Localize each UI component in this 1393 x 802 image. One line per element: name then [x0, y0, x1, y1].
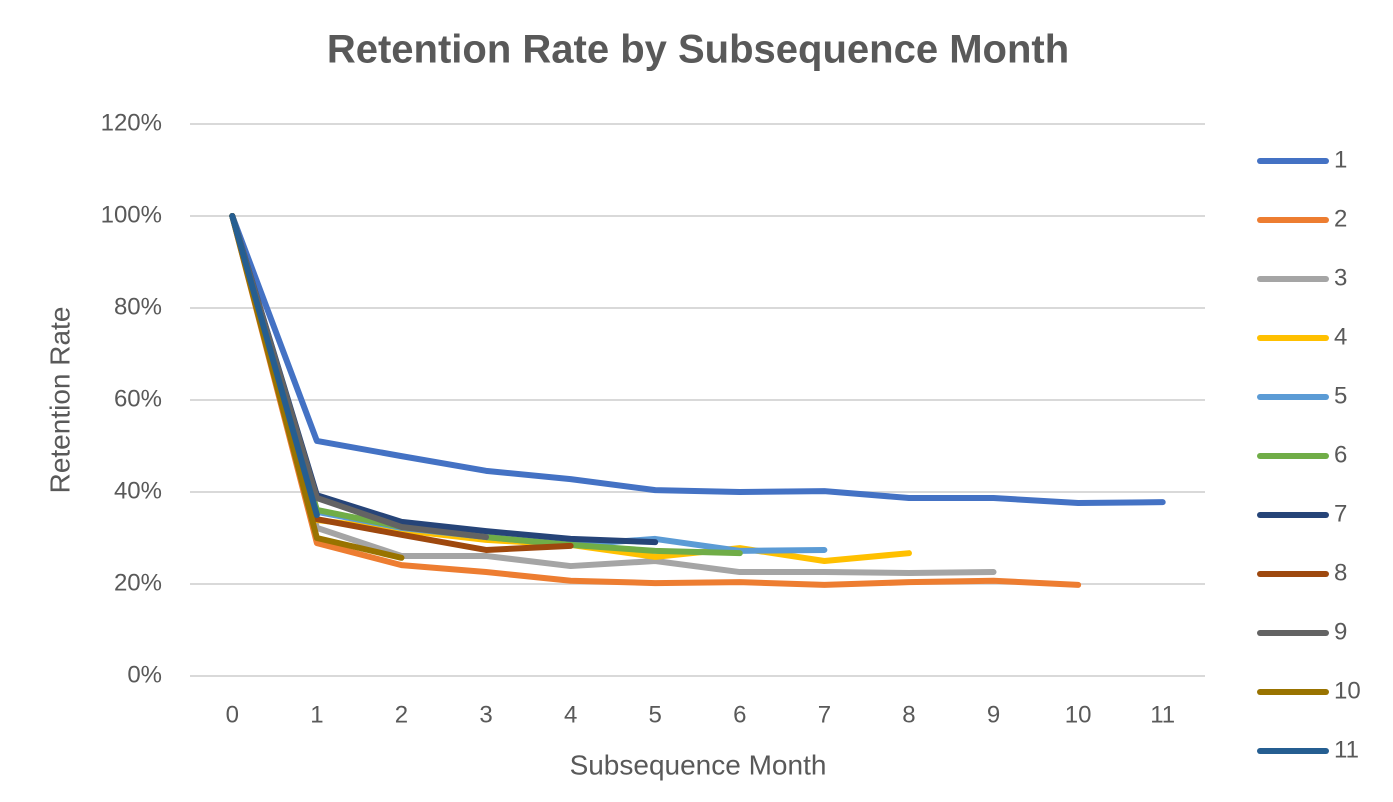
- legend-label: 8: [1334, 559, 1347, 586]
- series-line: [229, 213, 1166, 507]
- y-tick-label: 40%: [114, 477, 162, 504]
- y-tick-label: 20%: [114, 569, 162, 596]
- legend-label: 5: [1334, 382, 1347, 409]
- series-line: [229, 213, 1082, 588]
- legend-label: 4: [1334, 323, 1347, 350]
- x-tick-label: 9: [987, 701, 1000, 728]
- y-axis-title: Retention Rate: [44, 307, 75, 494]
- x-tick-label: 8: [902, 701, 915, 728]
- x-tick-label: 4: [564, 701, 577, 728]
- x-tick-label: 7: [818, 701, 831, 728]
- x-axis-title: Subsequence Month: [570, 749, 827, 780]
- legend-label: 2: [1334, 205, 1347, 232]
- legend-label: 6: [1334, 441, 1347, 468]
- legend-label: 3: [1334, 264, 1347, 291]
- y-tick-label: 120%: [101, 109, 162, 136]
- x-tick-label: 5: [649, 701, 662, 728]
- y-tick-label: 0%: [127, 661, 162, 688]
- x-tick-label: 6: [733, 701, 746, 728]
- x-tick-label: 1: [310, 701, 323, 728]
- legend-label: 11: [1334, 736, 1359, 763]
- legend-label: 7: [1334, 500, 1347, 527]
- legend-label: 9: [1334, 618, 1347, 645]
- x-tick-label: 0: [226, 701, 239, 728]
- series-line: [229, 213, 912, 564]
- y-tick-label: 60%: [114, 385, 162, 412]
- series-line: [229, 213, 997, 576]
- x-tick-label: 10: [1065, 701, 1092, 728]
- x-tick-label: 3: [479, 701, 492, 728]
- y-tick-label: 80%: [114, 293, 162, 320]
- y-tick-label: 100%: [101, 201, 162, 228]
- legend-label: 1: [1334, 146, 1347, 173]
- series-line: [229, 213, 320, 518]
- legend-label: 10: [1334, 677, 1361, 704]
- series-line: [229, 213, 490, 541]
- x-tick-label: 2: [395, 701, 408, 728]
- x-tick-label: 11: [1150, 701, 1175, 728]
- chart-title: Retention Rate by Subsequence Month: [327, 28, 1069, 72]
